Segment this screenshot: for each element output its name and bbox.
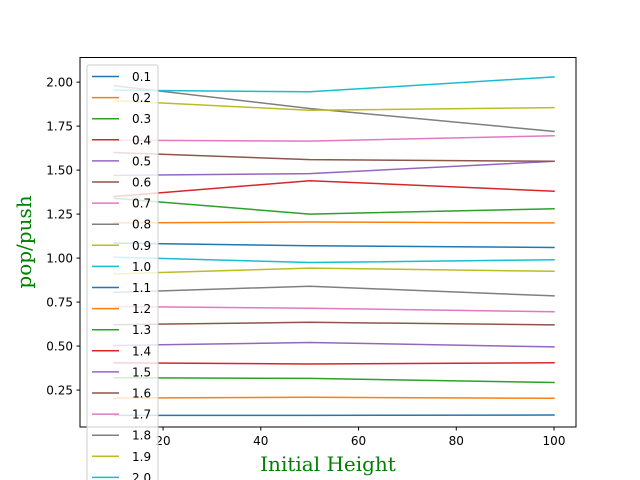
legend-label-1.1: 1.1 <box>132 281 151 295</box>
series-line-1.3 <box>113 197 555 215</box>
x-tick-label: 100 <box>543 434 566 448</box>
y-tick-label: 2.00 <box>46 76 73 90</box>
y-tick-label: 0.50 <box>46 340 73 354</box>
legend-label-0.8: 0.8 <box>132 218 151 232</box>
x-axis-title: Initial Height <box>260 452 396 476</box>
x-tick-label: 80 <box>449 434 464 448</box>
series-line-0.9 <box>113 267 555 275</box>
legend-label-0.2: 0.2 <box>132 91 151 105</box>
y-axis-title: pop/push <box>12 195 36 288</box>
legend-label-1.8: 1.8 <box>132 429 151 443</box>
series-line-1.8 <box>113 84 555 133</box>
legend-label-1.5: 1.5 <box>132 365 151 379</box>
series-line-0.6 <box>113 321 555 326</box>
y-tick-label: 1.00 <box>46 252 73 266</box>
x-tick-label: 40 <box>253 434 268 448</box>
y-tick-label: 0.25 <box>46 384 73 398</box>
series-layer <box>113 76 555 417</box>
series-line-0.3 <box>113 376 555 384</box>
series-line-1.7 <box>113 135 555 142</box>
legend-label-0.9: 0.9 <box>132 239 151 253</box>
y-tick-label: 1.25 <box>46 208 73 222</box>
series-line-1.0 <box>113 256 555 264</box>
series-line-1.1 <box>113 242 555 249</box>
legend-label-0.4: 0.4 <box>132 133 151 147</box>
series-line-0.2 <box>113 396 555 400</box>
plot-frame <box>79 57 577 428</box>
x-tick-label: 20 <box>155 434 170 448</box>
series-line-1.9 <box>113 99 555 112</box>
legend-label-1.0: 1.0 <box>132 260 151 274</box>
axes <box>79 57 577 428</box>
series-line-1.6 <box>113 151 555 163</box>
x-tick-label: 60 <box>351 434 366 448</box>
legend-label-0.7: 0.7 <box>132 197 151 211</box>
legend-label-0.6: 0.6 <box>132 176 151 190</box>
legend-label-1.2: 1.2 <box>132 302 151 316</box>
y-axis-ticks: 0.25 0.50 0.75 1.00 1.25 1.50 1.75 2.00 <box>46 76 80 398</box>
legend: 0.1 0.2 0.3 0.4 0.5 0.6 0.7 0.8 0.9 1.0 1.1 1.2 1.3 1… <box>86 64 159 480</box>
legend-label-0.5: 0.5 <box>132 154 151 168</box>
x-axis-ticks: 20 40 60 80 100 <box>155 427 565 448</box>
y-tick-label: 1.50 <box>46 164 73 178</box>
legend-label-0.1: 0.1 <box>132 70 151 84</box>
legend-label-1.3: 1.3 <box>132 323 151 337</box>
y-tick-label: 0.75 <box>46 296 73 310</box>
legend-label-0.3: 0.3 <box>132 112 151 126</box>
series-line-0.8 <box>113 285 555 297</box>
series-line-0.4 <box>113 362 555 365</box>
series-line-1.2 <box>113 221 555 224</box>
legend-label-1.6: 1.6 <box>132 387 151 401</box>
legend-label-1.7: 1.7 <box>132 408 151 422</box>
series-line-1.5 <box>113 160 555 177</box>
legend-label-1.9: 1.9 <box>132 450 151 464</box>
y-tick-label: 1.75 <box>46 120 73 134</box>
legend-box <box>86 64 159 480</box>
legend-label-1.4: 1.4 <box>132 344 151 358</box>
series-line-0.7 <box>113 305 555 313</box>
series-line-0.5 <box>113 341 555 348</box>
series-line-2.0 <box>113 76 555 93</box>
legend-label-2.0: 2.0 <box>132 471 151 480</box>
series-line-1.4 <box>113 179 555 198</box>
